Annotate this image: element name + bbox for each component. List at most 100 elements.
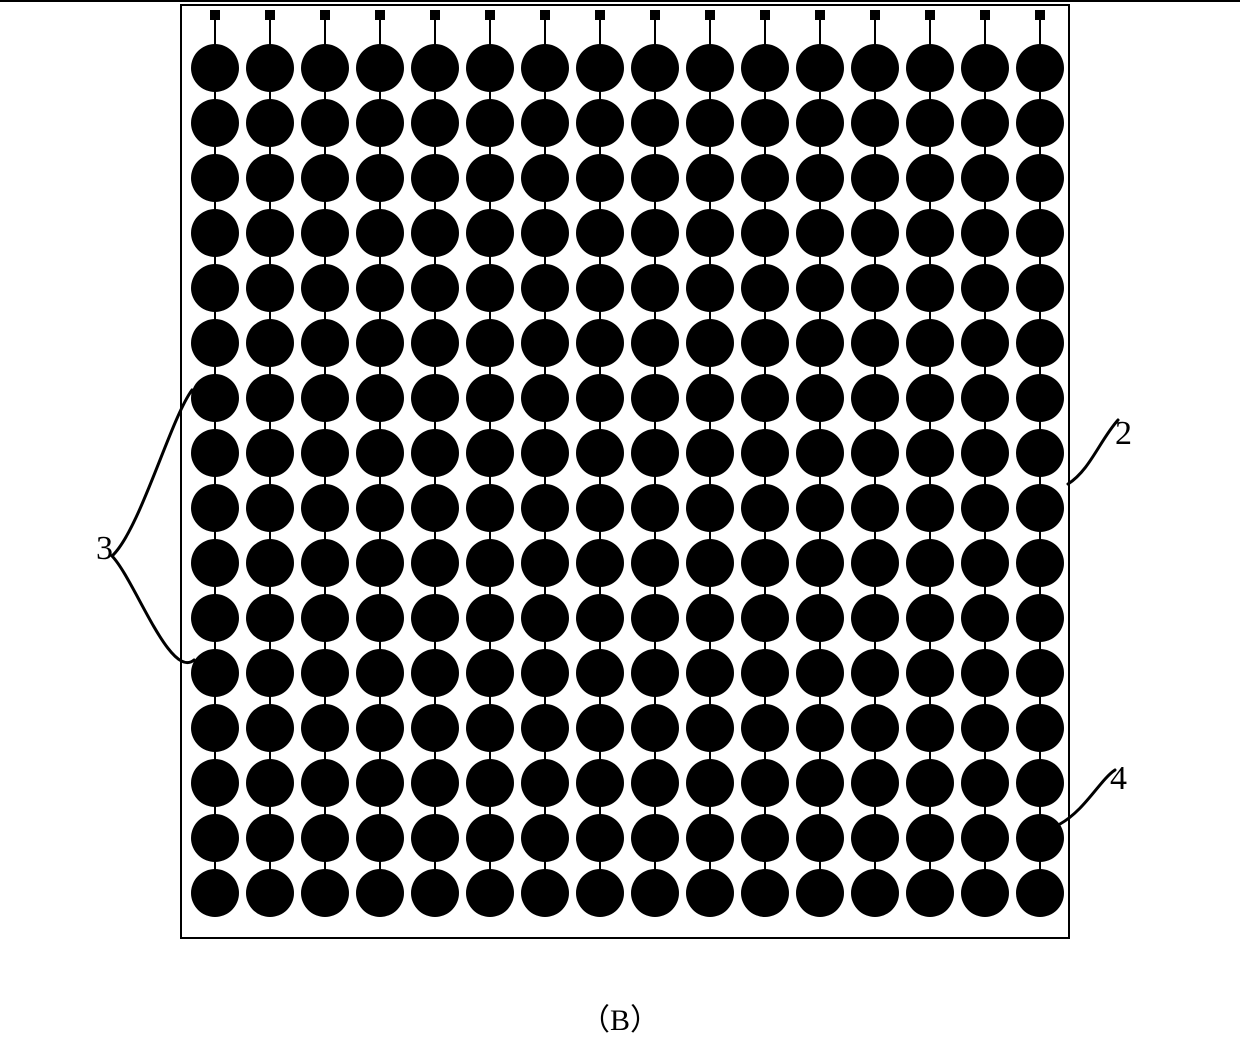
array-dot	[851, 154, 899, 202]
array-dot	[1016, 374, 1064, 422]
array-dot	[466, 759, 514, 807]
array-dot	[1016, 869, 1064, 917]
array-dot	[246, 704, 294, 752]
array-dot	[301, 814, 349, 862]
column-pin	[650, 10, 660, 20]
array-dot	[466, 209, 514, 257]
callout-leader-4	[1060, 770, 1115, 824]
array-dot	[686, 759, 734, 807]
array-dot	[576, 44, 624, 92]
array-dot	[191, 594, 239, 642]
array-dot	[411, 44, 459, 92]
array-dot	[686, 869, 734, 917]
array-dot	[521, 539, 569, 587]
array-dot	[356, 429, 404, 477]
array-dot	[301, 264, 349, 312]
array-dot	[521, 154, 569, 202]
array-dot	[466, 649, 514, 697]
array-dot	[521, 264, 569, 312]
array-dot	[906, 649, 954, 697]
array-dot	[741, 429, 789, 477]
array-dot	[411, 484, 459, 532]
array-dot	[191, 319, 239, 367]
callout-label-3: 3	[96, 530, 113, 568]
array-dot	[466, 429, 514, 477]
array-dot	[191, 264, 239, 312]
array-dot	[796, 319, 844, 367]
array-dot	[741, 374, 789, 422]
array-dot	[576, 319, 624, 367]
array-dot	[961, 374, 1009, 422]
array-dot	[301, 539, 349, 587]
array-dot	[1016, 319, 1064, 367]
array-dot	[851, 649, 899, 697]
array-dot	[906, 374, 954, 422]
array-dot	[576, 429, 624, 477]
array-dot	[576, 649, 624, 697]
array-dot	[961, 44, 1009, 92]
array-dot	[686, 429, 734, 477]
array-dot	[576, 374, 624, 422]
array-dot	[411, 429, 459, 477]
figure-caption: （B）	[580, 995, 660, 1039]
array-dot	[521, 429, 569, 477]
array-dot	[246, 594, 294, 642]
array-dot	[411, 539, 459, 587]
array-dot	[521, 869, 569, 917]
array-dot	[851, 374, 899, 422]
array-dot	[741, 759, 789, 807]
array-dot	[301, 99, 349, 147]
array-dot	[961, 484, 1009, 532]
array-dot	[246, 154, 294, 202]
array-dot	[246, 484, 294, 532]
array-dot	[246, 759, 294, 807]
array-dot	[906, 319, 954, 367]
array-dot	[1016, 594, 1064, 642]
array-dot	[1016, 154, 1064, 202]
array-dot	[301, 759, 349, 807]
column-pin	[980, 10, 990, 20]
array-dot	[1016, 814, 1064, 862]
array-dot	[466, 594, 514, 642]
array-dot	[576, 154, 624, 202]
array-dot	[906, 44, 954, 92]
array-dot	[411, 209, 459, 257]
array-dot	[961, 154, 1009, 202]
array-dot	[576, 759, 624, 807]
array-dot	[411, 99, 459, 147]
array-dot	[961, 429, 1009, 477]
array-dot	[961, 99, 1009, 147]
array-dot	[851, 99, 899, 147]
array-dot	[796, 429, 844, 477]
array-dot	[686, 319, 734, 367]
array-dot	[961, 649, 1009, 697]
column-pin	[320, 10, 330, 20]
array-dot	[411, 264, 459, 312]
array-dot	[246, 869, 294, 917]
array-dot	[1016, 649, 1064, 697]
callout-label-2: 2	[1115, 415, 1132, 453]
array-dot	[466, 44, 514, 92]
array-dot	[576, 484, 624, 532]
array-dot	[466, 319, 514, 367]
array-dot	[961, 594, 1009, 642]
array-dot	[246, 649, 294, 697]
array-dot	[631, 99, 679, 147]
column-pin	[870, 10, 880, 20]
array-dot	[961, 759, 1009, 807]
array-dot	[906, 154, 954, 202]
array-dot	[246, 44, 294, 92]
callout-label-4: 4	[1110, 760, 1127, 798]
array-dot	[851, 594, 899, 642]
array-dot	[466, 374, 514, 422]
array-dot	[686, 594, 734, 642]
array-dot	[466, 99, 514, 147]
array-dot	[741, 869, 789, 917]
array-dot	[411, 759, 459, 807]
array-dot	[1016, 44, 1064, 92]
column-pin	[815, 10, 825, 20]
array-dot	[246, 319, 294, 367]
array-dot	[961, 319, 1009, 367]
array-dot	[796, 264, 844, 312]
array-dot	[356, 99, 404, 147]
